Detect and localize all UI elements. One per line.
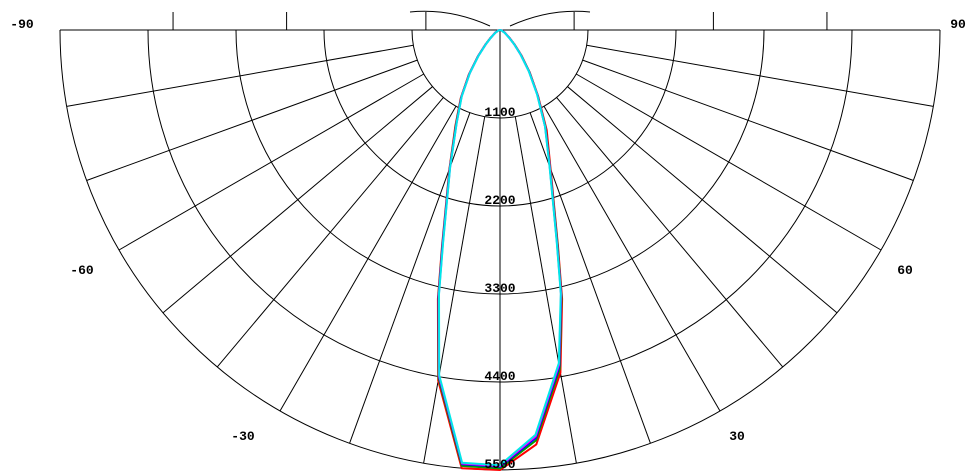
- top-arc: [409, 10, 491, 27]
- grid-spoke: [86, 59, 418, 181]
- grid-spoke: [118, 73, 425, 251]
- grid-spoke: [575, 73, 882, 251]
- radius-tick-label: 2200: [484, 193, 515, 208]
- angle-tick-label: -30: [231, 429, 255, 444]
- radius-tick-label: 1100: [484, 105, 515, 120]
- grid-spoke: [586, 44, 934, 107]
- grid-spoke: [216, 97, 444, 368]
- grid-spoke: [556, 97, 784, 368]
- grid-spoke: [66, 44, 414, 107]
- radius-tick-label: 4400: [484, 369, 515, 384]
- angle-tick-label: -90: [10, 17, 34, 32]
- grid-spoke: [162, 86, 433, 314]
- series-curve-4: [438, 29, 562, 467]
- radius-tick-label: 3300: [484, 281, 515, 296]
- grid-spoke: [279, 105, 457, 412]
- grid-spoke: [582, 59, 914, 181]
- radius-tick-label: 5500: [484, 457, 515, 472]
- grid-spoke: [543, 105, 721, 412]
- angle-tick-label: 90: [950, 17, 966, 32]
- polar-grid: [59, 10, 941, 471]
- angle-tick-label: -60: [70, 263, 94, 278]
- grid-spoke: [514, 116, 577, 464]
- angle-tick-label: 30: [729, 429, 745, 444]
- grid-spoke: [567, 86, 838, 314]
- top-arc: [509, 10, 591, 27]
- angle-tick-label: 60: [897, 263, 913, 278]
- grid-spoke: [423, 116, 486, 464]
